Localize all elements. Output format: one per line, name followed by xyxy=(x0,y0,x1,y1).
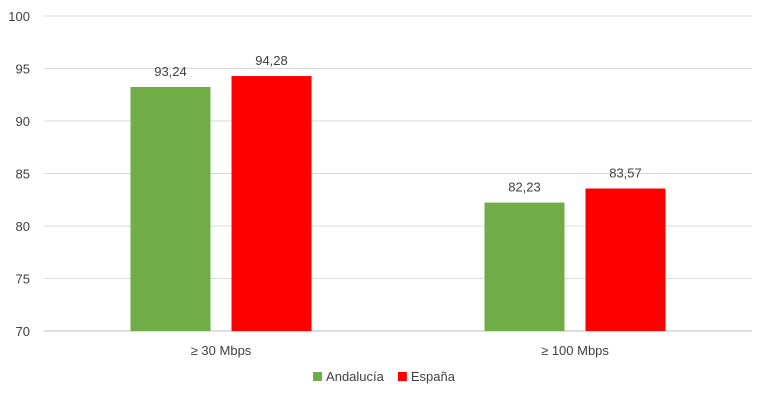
x-category-label: ≥ 30 Mbps xyxy=(191,343,252,358)
bar-espana-0 xyxy=(231,76,312,331)
legend: Andalucía España xyxy=(313,369,456,384)
y-tick-label: 85 xyxy=(16,167,30,182)
bar-andalucia-1 xyxy=(484,202,565,331)
y-tick-label: 70 xyxy=(16,324,30,339)
legend-label: Andalucía xyxy=(326,369,385,384)
legend-item-andalucia: Andalucía xyxy=(313,369,385,384)
y-tick-label: 95 xyxy=(16,62,30,77)
y-tick-label: 75 xyxy=(16,272,30,287)
legend-swatch xyxy=(313,372,323,381)
legend-item-espana: España xyxy=(397,369,456,384)
data-label: 94,28 xyxy=(255,53,288,68)
legend-label: España xyxy=(411,369,456,384)
x-axis-categories: ≥ 30 Mbps ≥ 100 Mbps xyxy=(191,343,610,358)
x-category-label: ≥ 100 Mbps xyxy=(541,343,609,358)
data-label: 82,23 xyxy=(508,180,541,195)
bar-andalucia-0 xyxy=(130,86,211,331)
bars xyxy=(130,76,666,331)
y-tick-label: 80 xyxy=(16,219,30,234)
y-tick-label: 90 xyxy=(16,114,30,129)
y-axis-ticks: 70 75 80 85 90 95 100 xyxy=(8,9,30,339)
data-labels: 93,24 94,28 82,23 83,57 xyxy=(154,53,642,195)
bar-espana-1 xyxy=(585,188,666,331)
y-tick-label: 100 xyxy=(8,9,30,24)
data-label: 83,57 xyxy=(609,166,642,181)
data-label: 93,24 xyxy=(154,64,187,79)
legend-swatch xyxy=(397,372,407,381)
